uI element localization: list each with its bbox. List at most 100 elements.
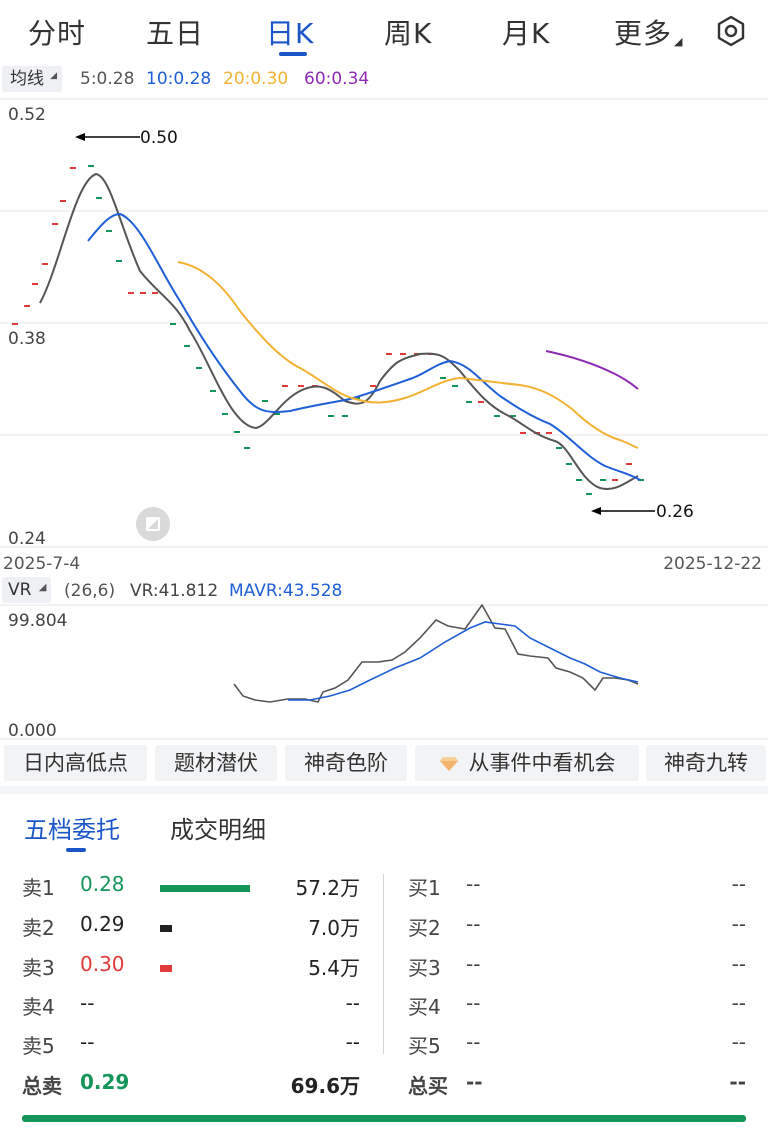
buy-volume: -- bbox=[731, 991, 746, 1015]
tab-five-day[interactable]: 五日 bbox=[146, 17, 205, 50]
sell-row: 卖1 0.28 57.2万 买1 -- -- bbox=[0, 872, 768, 912]
buy-price: -- bbox=[466, 952, 481, 976]
sell-label: 卖4 bbox=[22, 995, 55, 1019]
low-annotation: 0.26 bbox=[591, 502, 694, 522]
sell-volume-bar bbox=[160, 885, 250, 892]
sell-label: 卖5 bbox=[22, 1034, 55, 1058]
ma20-value: 20:0.30 bbox=[223, 69, 289, 89]
buy-volume: -- bbox=[731, 912, 746, 936]
buy-volume: -- bbox=[731, 952, 746, 976]
sell-label: 卖3 bbox=[22, 956, 55, 980]
vr-y-top: 99.804 bbox=[8, 611, 67, 631]
vr-legend: VR ◢ (26,6) VR:41.812 MAVR:43.528 bbox=[0, 576, 768, 604]
sell-volume: 5.4万 bbox=[308, 956, 360, 980]
mavr-line bbox=[288, 621, 639, 701]
buy-label: 买1 bbox=[408, 876, 441, 900]
feature-toolbar: 日内高低点 题材潜伏 神奇色阶 从事件中看机会 神奇九转 bbox=[0, 745, 768, 783]
buy-label: 买2 bbox=[408, 916, 441, 940]
tab-monthly-k[interactable]: 月K bbox=[502, 17, 551, 50]
sell-total-label: 总卖 bbox=[22, 1074, 62, 1098]
diamond-icon bbox=[439, 757, 458, 771]
sell-price: 0.28 bbox=[80, 872, 125, 896]
book-divider bbox=[383, 874, 384, 1054]
tool-theme-ambush[interactable]: 题材潜伏 bbox=[155, 745, 277, 781]
sell-row: 卖3 0.30 5.4万 买3 -- -- bbox=[0, 952, 768, 992]
ma-legend: 均线 ◢ 5:0.28 10:0.28 20:0.30 60:0.34 bbox=[0, 64, 768, 94]
buy-price: -- bbox=[466, 1030, 481, 1054]
y-label-mid: 0.38 bbox=[8, 329, 46, 349]
orderbook-tabs: 五档委托 成交明细 bbox=[0, 800, 768, 854]
low-price-label: 0.26 bbox=[656, 502, 694, 522]
indicator-selector[interactable]: VR ◢ bbox=[2, 577, 52, 603]
tool-magic-color-scale[interactable]: 神奇色阶 bbox=[285, 745, 407, 781]
gear-icon[interactable] bbox=[714, 14, 748, 48]
ma5-line bbox=[39, 172, 639, 490]
buy-label: 买5 bbox=[408, 1034, 441, 1058]
chart-gridlines bbox=[0, 98, 768, 548]
high-annotation: 0.50 bbox=[75, 128, 178, 148]
kline-chart[interactable]: 0.52 0.38 0.24 0.50 0.26 bbox=[0, 96, 768, 551]
tool-event-opportunity[interactable]: 从事件中看机会 bbox=[415, 745, 639, 781]
buy-price: -- bbox=[466, 912, 481, 936]
vr-line bbox=[233, 604, 639, 703]
sell-price: 0.29 bbox=[80, 912, 125, 936]
sell-volume-bar bbox=[160, 965, 172, 972]
tool-intraday-high-low[interactable]: 日内高低点 bbox=[4, 745, 147, 781]
vr-y-bottom: 0.000 bbox=[8, 721, 57, 741]
ma60-value: 60:0.34 bbox=[304, 69, 370, 89]
sell-row: 卖2 0.29 7.0万 买2 -- -- bbox=[0, 912, 768, 952]
buy-volume: -- bbox=[731, 1030, 746, 1054]
ma5-value: 5:0.28 bbox=[80, 69, 135, 89]
sell-total-price: 0.29 bbox=[80, 1070, 130, 1094]
date-start: 2025-7-4 bbox=[3, 554, 81, 574]
ma60-line bbox=[545, 350, 639, 390]
section-divider bbox=[0, 786, 768, 794]
sell-total-volume: 69.6万 bbox=[290, 1074, 360, 1098]
period-tabs: 分时 五日 日K 周K 月K 更多 ◢ bbox=[0, 0, 768, 62]
buy-price: -- bbox=[466, 991, 481, 1015]
watermark-icon bbox=[136, 507, 170, 541]
ma10-line bbox=[87, 212, 641, 481]
tab-order-book[interactable]: 五档委托 bbox=[24, 816, 120, 844]
tool-magic-nine-turn[interactable]: 神奇九转 bbox=[646, 745, 766, 781]
sell-price: -- bbox=[80, 991, 95, 1015]
ma-selector[interactable]: 均线 ◢ bbox=[2, 66, 62, 92]
tool-event-opportunity-label: 从事件中看机会 bbox=[468, 751, 616, 775]
tab-trade-details[interactable]: 成交明细 bbox=[170, 816, 266, 844]
indicator-selector-label: VR bbox=[8, 580, 32, 600]
tab-weekly-k[interactable]: 周K bbox=[384, 17, 433, 50]
active-tab-indicator bbox=[279, 52, 307, 56]
vr-gridlines bbox=[0, 604, 768, 740]
sell-price: -- bbox=[80, 1030, 95, 1054]
caret-icon: ◢ bbox=[50, 71, 57, 81]
sell-volume-bar bbox=[160, 925, 172, 932]
sell-row: 卖5 -- -- 买5 -- -- bbox=[0, 1030, 768, 1070]
ma-selector-label: 均线 bbox=[10, 69, 44, 89]
mavr-value: MAVR:43.528 bbox=[229, 581, 343, 601]
high-price-label: 0.50 bbox=[140, 128, 178, 148]
ma10-value: 10:0.28 bbox=[146, 69, 212, 89]
caret-icon: ◢ bbox=[38, 582, 47, 593]
buy-label: 买4 bbox=[408, 995, 441, 1019]
vr-chart[interactable]: 99.804 0.000 bbox=[0, 604, 768, 742]
tab-timeshare[interactable]: 分时 bbox=[28, 17, 87, 50]
active-tab-indicator bbox=[66, 848, 86, 852]
order-book: 卖1 0.28 57.2万 买1 -- -- 卖2 0.29 7.0万 买2 -… bbox=[0, 862, 768, 1102]
tab-more[interactable]: 更多 ◢ bbox=[614, 12, 683, 52]
caret-icon: ◢ bbox=[674, 35, 684, 48]
tab-daily-k[interactable]: 日K bbox=[266, 17, 315, 50]
sell-volume: -- bbox=[345, 1030, 360, 1054]
buy-label: 买3 bbox=[408, 956, 441, 980]
sell-row: 卖4 -- -- 买4 -- -- bbox=[0, 991, 768, 1031]
sell-volume: -- bbox=[345, 991, 360, 1015]
vr-params: (26,6) bbox=[64, 581, 116, 601]
y-label-top: 0.52 bbox=[8, 105, 46, 125]
buy-price: -- bbox=[466, 872, 481, 896]
date-end: 2025-12-22 bbox=[663, 554, 762, 574]
buy-total-volume: -- bbox=[729, 1070, 746, 1094]
sell-volume: 7.0万 bbox=[308, 916, 360, 940]
y-label-bottom: 0.24 bbox=[8, 529, 46, 549]
sell-label: 卖1 bbox=[22, 876, 55, 900]
total-row: 总卖 0.29 69.6万 总买 -- -- bbox=[0, 1070, 768, 1110]
buy-total-price: -- bbox=[466, 1070, 483, 1094]
